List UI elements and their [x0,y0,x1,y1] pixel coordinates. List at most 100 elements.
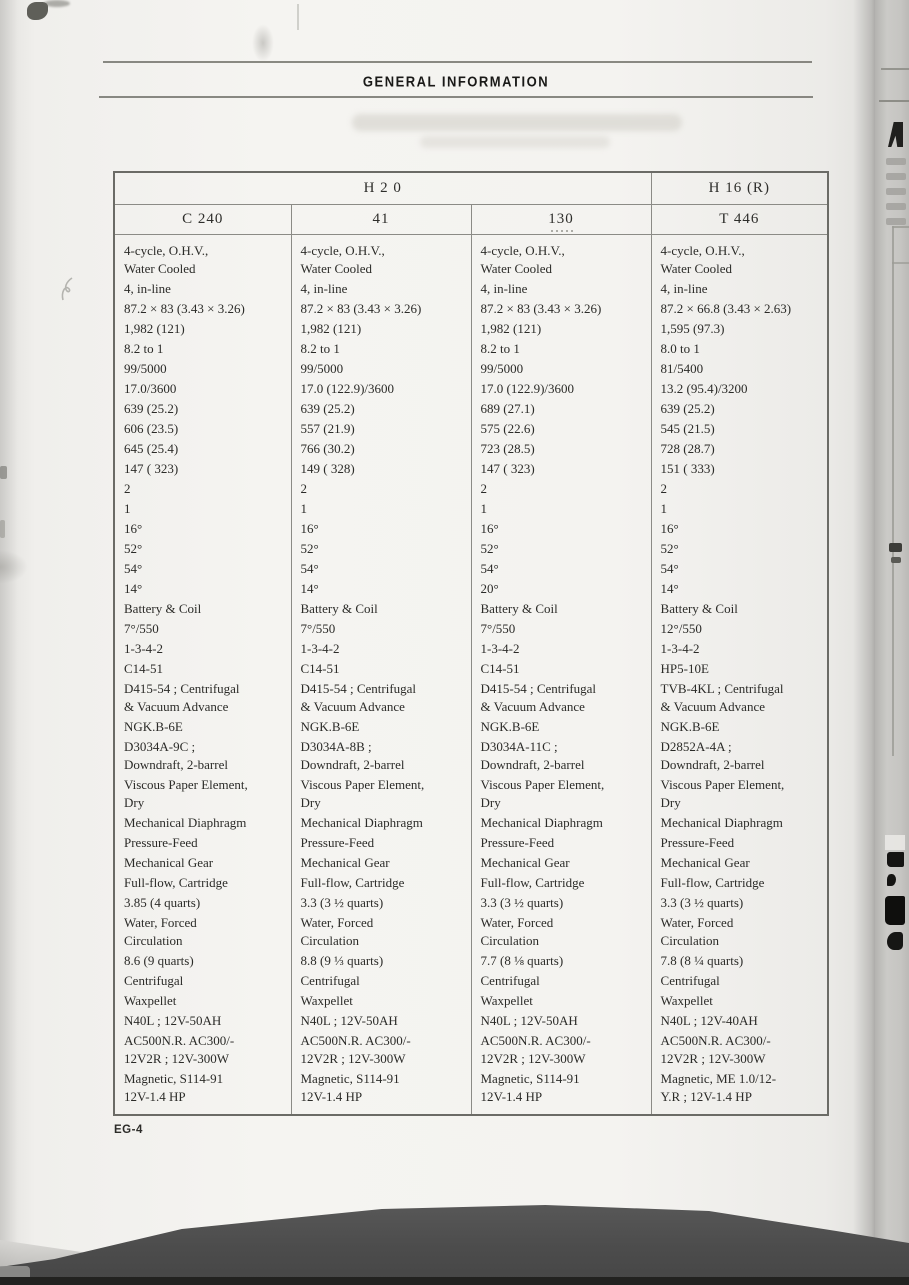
spec-cell: 12°/550 [650,619,829,639]
spec-cell: 54° [113,559,292,579]
spec-cell: 575 (22.6) [470,419,652,439]
spec-cell: HP5-10E [650,659,829,679]
spec-cell: 7°/550 [113,619,292,639]
table-row: 1-3-4-2 1-3-4-2 1-3-4-2 1-3-4-2 [113,639,829,659]
header-rule-top [103,61,812,63]
spec-cell: 2 [650,479,829,499]
spec-cell: 1-3-4-2 [113,639,292,659]
spec-cell: C14-51 [113,659,292,679]
spec-cell: Mechanical Gear [650,853,829,873]
spec-cell: Pressure-Feed [470,833,652,853]
spec-cell: Centrifugal [650,971,829,991]
spec-cell: Pressure-Feed [290,833,472,853]
spec-cell: AC500N.R. AC300/- 12V2R ; 12V-300W [650,1031,829,1069]
spec-cell: 8.8 (9 ⅓ quarts) [290,951,472,971]
spec-cell: 1,982 (121) [290,319,472,339]
spec-cell: C14-51 [470,659,652,679]
spec-cell: Water, Forced Circulation [650,913,829,951]
table-row: Mechanical Gear Mechanical Gear Mechanical… [113,853,829,873]
spec-cell: 151 ( 333) [650,459,829,479]
spec-cell: 4-cycle, O.H.V., Water Cooled [470,234,652,279]
spec-cell: 4-cycle, O.H.V., Water Cooled [290,234,472,279]
spec-cell: D415-54 ; Centrifugal & Vacuum Advance [470,679,652,717]
model-header: 130 [470,204,652,235]
spec-cell: Waxpellet [290,991,472,1011]
spec-cell: 3.3 (3 ½ quarts) [470,893,652,913]
spec-cell: N40L ; 12V-50AH [470,1011,652,1031]
adjacent-page-ink-blob [887,852,904,867]
table-row-series: H 2 0 H 16 (R) [113,171,829,205]
table-row: 3.85 (4 quarts) 3.3 (3 ½ quarts) 3.3 (3 ½ … [113,893,829,913]
adjacent-page-strip [875,0,909,1285]
table-row: 52° 52° 52° 52° [113,539,829,559]
spec-cell: 52° [113,539,292,559]
spec-cell: Magnetic, ME 1.0/12- Y.R ; 12V-1.4 HP [650,1069,829,1115]
spec-cell: Water, Forced Circulation [470,913,652,951]
spec-cell: NGK.B-6E [113,717,292,737]
spec-cell: Mechanical Gear [470,853,652,873]
engine-spec-table: H 2 0 H 16 (R) C 240 41 130 T 446 4-cycl… [113,171,830,1116]
spec-cell: 723 (28.5) [470,439,652,459]
spec-cell: D3034A-8B ; Downdraft, 2-barrel [290,737,472,775]
page-corner-fragment [0,1266,30,1280]
spec-cell: NGK.B-6E [290,717,472,737]
spec-cell: 149 ( 328) [290,459,472,479]
spec-cell: 639 (25.2) [290,399,472,419]
spec-cell: 639 (25.2) [650,399,829,419]
spec-cell: 2 [470,479,652,499]
table-row: Waxpellet Waxpellet Waxpellet Waxpellet [113,991,829,1011]
spec-cell: 8.2 to 1 [470,339,652,359]
table-row: Pressure-Feed Pressure-Feed Pressure-Feed P… [113,833,829,853]
model-header: 41 [290,204,472,235]
adjacent-page-text-fragment [886,203,906,210]
spec-cell: 54° [470,559,652,579]
spec-cell: 81/5400 [650,359,829,379]
adjacent-page-table-edge [892,262,909,264]
spec-cell: 557 (21.9) [290,419,472,439]
adjacent-page-light-fragment [885,835,905,850]
spec-cell: 99/5000 [113,359,292,379]
spec-cell: 1 [290,499,472,519]
table-row: Water, Forced Circulation Water, Forced C… [113,913,829,951]
spec-cell: NGK.B-6E [470,717,652,737]
spec-cell: 3.85 (4 quarts) [113,893,292,913]
table-row: 54° 54° 54° 54° [113,559,829,579]
spec-cell: Mechanical Diaphragm [470,813,652,833]
spec-cell: 17.0/3600 [113,379,292,399]
spec-cell: Waxpellet [470,991,652,1011]
spec-cell: 728 (28.7) [650,439,829,459]
spec-cell: 1-3-4-2 [290,639,472,659]
scan-smudge [44,0,70,7]
spec-cell: 16° [470,519,652,539]
spec-cell: 4, in-line [290,279,472,299]
spec-cell: 147 ( 323) [470,459,652,479]
table-row: Magnetic, S114-91 12V-1.4 HP Magnetic, S1… [113,1069,829,1115]
spec-cell: 52° [650,539,829,559]
spec-cell: 16° [113,519,292,539]
table-row: 4, in-line 4, in-line 4, in-line 4, in-line [113,279,829,299]
page-title: GENERAL INFORMATION [362,73,550,90]
spec-cell: Full-flow, Cartridge [650,873,829,893]
table-row: 606 (23.5) 557 (21.9) 575 (22.6) 545 (21.5) [113,419,829,439]
spec-cell: 2 [290,479,472,499]
spec-cell: 17.0 (122.9)/3600 [290,379,472,399]
spec-cell: 99/5000 [470,359,652,379]
adjacent-page-rule-fragment [881,68,909,70]
spec-cell: 4, in-line [470,279,652,299]
spec-cell: 4, in-line [113,279,292,299]
adjacent-page-text-fragment [886,218,906,225]
adjacent-page-ink-blob [887,874,896,886]
table-row: Mechanical Diaphragm Mechanical Diaphragm… [113,813,829,833]
spec-cell: 645 (25.4) [113,439,292,459]
spec-cell: 52° [470,539,652,559]
table-row: 4-cycle, O.H.V., Water Cooled 4-cycle, O.… [113,234,829,279]
spec-cell: 1,595 (97.3) [650,319,829,339]
spec-cell: Magnetic, S114-91 12V-1.4 HP [290,1069,472,1115]
spec-cell: D3034A-11C ; Downdraft, 2-barrel [470,737,652,775]
spec-cell: N40L ; 12V-50AH [113,1011,292,1031]
spec-cell: Centrifugal [470,971,652,991]
spec-cell: Centrifugal [290,971,472,991]
spec-cell: 1 [650,499,829,519]
adjacent-page-table-edge [892,226,894,756]
table-row: N40L ; 12V-50AH N40L ; 12V-50AH N40L ; 12V… [113,1011,829,1031]
